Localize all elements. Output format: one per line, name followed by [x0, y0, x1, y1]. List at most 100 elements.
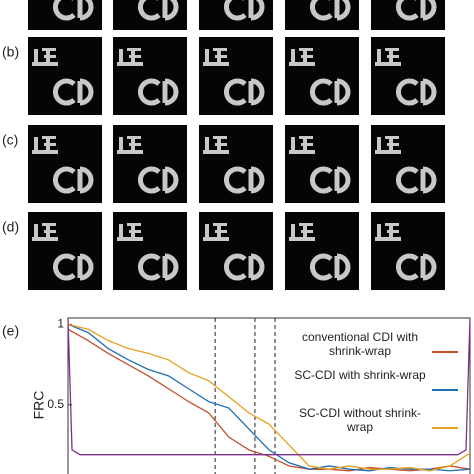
glyph [138, 0, 161, 21]
panel-label: (e) [2, 323, 19, 339]
glyph [248, 78, 265, 106]
glyph [420, 253, 437, 281]
glyph [420, 0, 437, 21]
glyph [34, 137, 38, 151]
glyph [34, 224, 38, 238]
glyph [334, 253, 351, 281]
glyph [205, 137, 209, 151]
y-tick-label: 0.5 [47, 397, 64, 411]
glyph [387, 55, 399, 58]
glyph [291, 137, 295, 151]
glyph [44, 143, 56, 146]
glyph [138, 78, 161, 106]
legend-label: conventional CDI with shrink-wrap [301, 330, 419, 358]
glyph [117, 150, 143, 154]
glyph [310, 78, 333, 106]
y-tick-label: 1 [57, 317, 64, 331]
glyph [162, 78, 179, 106]
glyph [289, 150, 315, 154]
glyph [119, 137, 123, 151]
glyph [375, 150, 401, 154]
glyph [248, 166, 265, 194]
legend-label: SC-CDI with shrink-wrap [294, 368, 426, 382]
glyph [119, 49, 123, 63]
glyph [224, 0, 247, 21]
image-tile [28, 37, 102, 115]
glyph [162, 166, 179, 194]
glyph [77, 166, 94, 194]
image-tile [285, 37, 359, 115]
y-label: FRC [31, 391, 47, 420]
glyph [310, 253, 333, 281]
glyph [375, 237, 401, 241]
image-tile [199, 0, 273, 30]
series-line [67, 323, 471, 472]
glyph [301, 55, 313, 58]
glyph [334, 0, 351, 21]
glyph [420, 78, 437, 106]
glyph [205, 49, 209, 63]
glyph [34, 49, 38, 63]
image-tile [113, 212, 187, 290]
image-tile [371, 125, 445, 203]
glyph [203, 237, 229, 241]
glyph [291, 224, 295, 238]
glyph [301, 230, 313, 233]
glyph [334, 78, 351, 106]
glyph [129, 55, 141, 58]
image-tile [28, 125, 102, 203]
plot-frame [67, 317, 471, 474]
glyph [334, 166, 351, 194]
glyph [224, 166, 247, 194]
glyph [203, 150, 229, 154]
image-tile [199, 125, 273, 203]
image-tile [371, 37, 445, 115]
series-line [67, 317, 471, 456]
glyph [53, 166, 76, 194]
legend-entry: conventional CDI with shrink-wrap [301, 330, 419, 358]
glyph [117, 237, 143, 241]
image-tile [199, 37, 273, 115]
glyph [248, 253, 265, 281]
glyph [215, 55, 227, 58]
glyph [224, 78, 247, 106]
glyph [77, 253, 94, 281]
glyph [129, 230, 141, 233]
image-tile [371, 0, 445, 30]
series-line [67, 328, 471, 472]
glyph [53, 78, 76, 106]
glyph [215, 230, 227, 233]
glyph [205, 224, 209, 238]
glyph [420, 166, 437, 194]
glyph [129, 143, 141, 146]
glyph [387, 230, 399, 233]
glyph [138, 166, 161, 194]
image-tile [199, 212, 273, 290]
glyph [162, 253, 179, 281]
glyph [377, 49, 381, 63]
glyph [215, 143, 227, 146]
image-tile [28, 0, 102, 30]
glyph [117, 62, 143, 66]
glyph [53, 253, 76, 281]
glyph [396, 253, 419, 281]
glyph [396, 78, 419, 106]
legend-label: SC-CDI without shrink-wrap [298, 406, 422, 434]
glyph [387, 143, 399, 146]
glyph [44, 230, 56, 233]
glyph [203, 62, 229, 66]
glyph [53, 0, 76, 21]
glyph [310, 166, 333, 194]
glyph [138, 253, 161, 281]
glyph [224, 253, 247, 281]
image-tile [113, 125, 187, 203]
glyph [289, 237, 315, 241]
panel-label: (c) [2, 132, 18, 148]
glyph [310, 0, 333, 21]
glyph [248, 0, 265, 21]
image-tile [28, 212, 102, 290]
legend-entry: SC-CDI without shrink-wrap [298, 406, 422, 434]
glyph [32, 150, 58, 154]
glyph [32, 237, 58, 241]
glyph [162, 0, 179, 21]
